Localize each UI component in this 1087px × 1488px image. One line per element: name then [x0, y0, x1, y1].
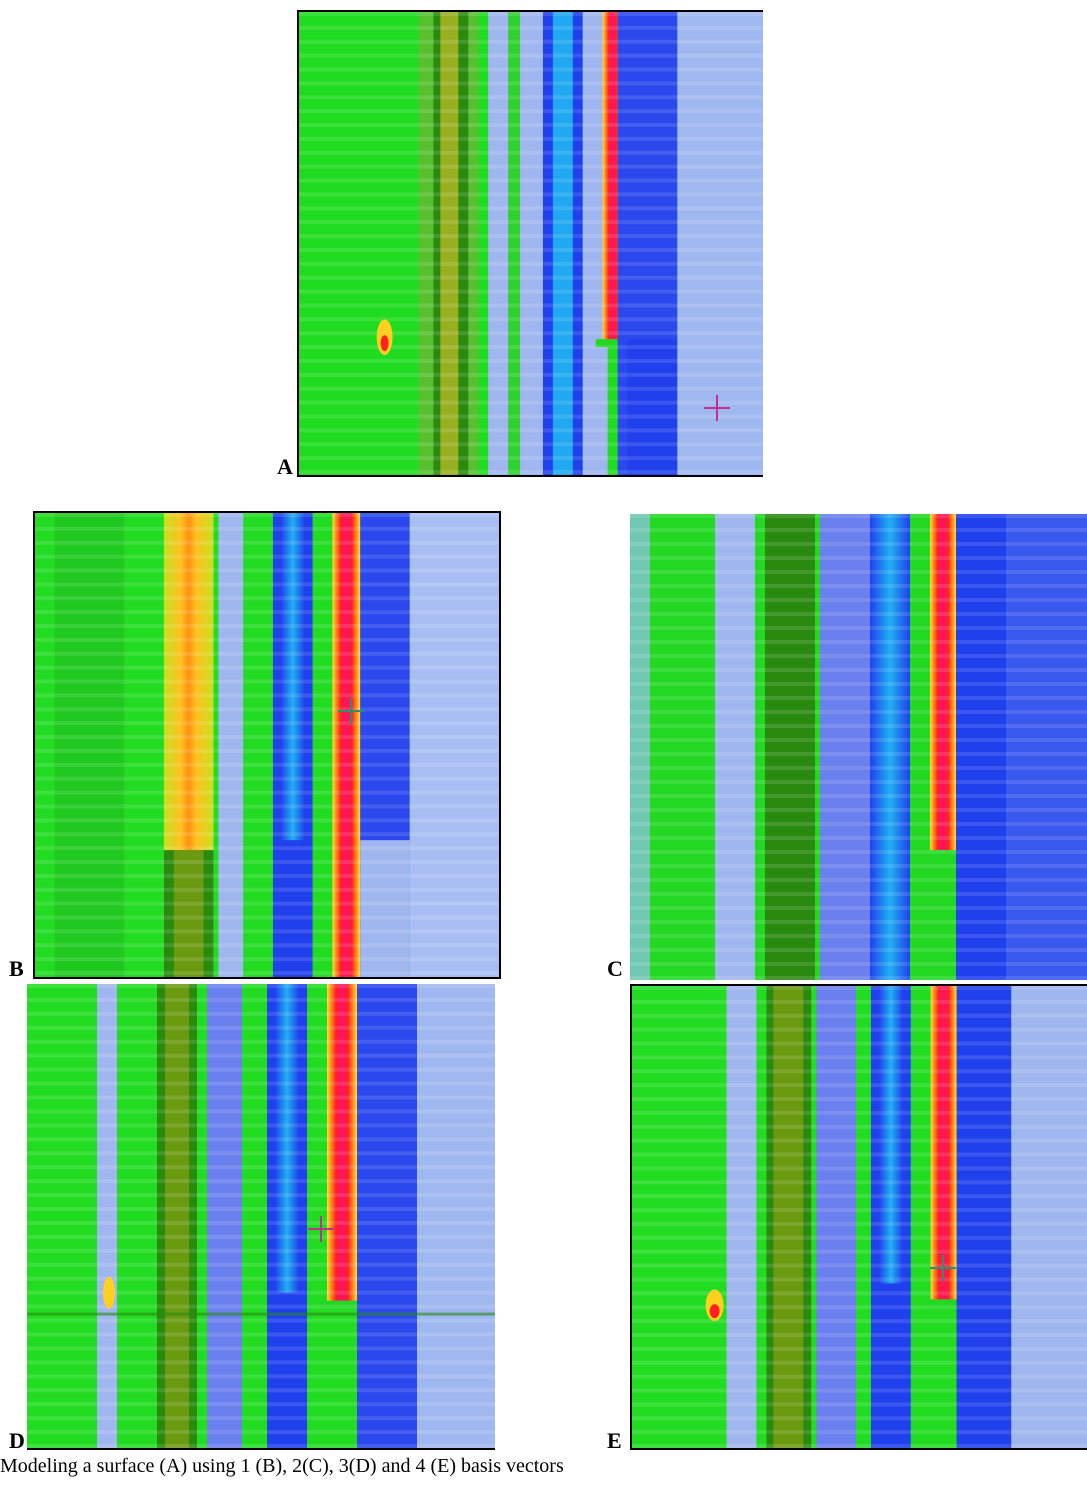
panel-d-crosshair-icon [308, 1216, 334, 1242]
panel-d-label: D [9, 1428, 25, 1453]
panel-a-label: A [277, 454, 293, 479]
panel-b-heatmap [33, 511, 501, 979]
panel-d-heatmap [27, 984, 495, 1450]
panel-c-heatmap [630, 514, 1087, 980]
panel-a-crosshair-icon [704, 395, 730, 421]
panel-c-label: C [607, 956, 623, 981]
panel-e-heatmap [630, 984, 1087, 1450]
panel-a-heatmap [297, 10, 763, 477]
panel-e-label: E [607, 1428, 622, 1453]
panel-b-label: B [9, 956, 24, 981]
figure-caption: Modeling a surface (A) using 1 (B), 2(C)… [0, 1455, 564, 1477]
panel-b-crosshair-icon [338, 698, 364, 724]
panel-e-crosshair-icon [930, 1255, 956, 1281]
